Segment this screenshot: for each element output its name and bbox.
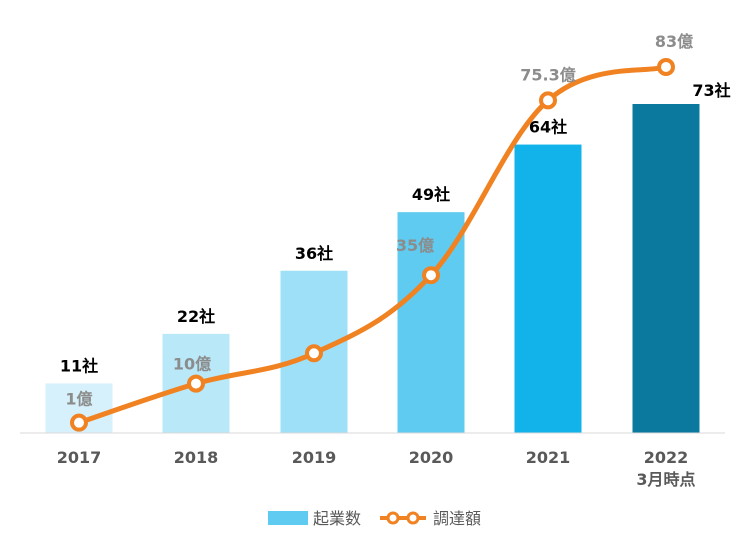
legend-line-marker (406, 511, 420, 525)
category-label-2017: 2017 (57, 448, 102, 467)
funding-line (76, 64, 669, 426)
funding-value-label: 10億 (173, 355, 211, 374)
funding-labels-group: 1億 10億 35億 75.3億 83億 (65, 32, 693, 409)
legend: 起業数 調達額 (268, 509, 481, 528)
legend-bar-swatch (268, 511, 308, 525)
funding-marker-2020 (422, 266, 440, 285)
bar-value-label: 22社 (177, 307, 215, 326)
bar-value-label: 49社 (412, 185, 450, 204)
category-label-2020: 2020 (409, 448, 454, 467)
funding-marker-2017 (70, 413, 88, 432)
bar-2022 (632, 104, 700, 433)
category-label-2018: 2018 (174, 448, 219, 467)
bar-value-label: 36社 (295, 244, 333, 263)
funding-marker-2019 (305, 344, 323, 363)
bar-value-label: 73社 (692, 81, 730, 100)
category-label-2022: 2022 (644, 448, 689, 467)
funding-markers-group (70, 58, 675, 432)
funding-value-label: 75.3億 (520, 65, 575, 84)
funding-marker-2018 (187, 374, 205, 393)
funding-value-label: 35億 (396, 236, 434, 255)
bar-value-label: 64社 (529, 118, 567, 137)
category-sublabel: 3月時点 (636, 470, 695, 489)
funding-value-label: 83億 (655, 32, 693, 51)
legend-label-funding: 調達額 (433, 509, 481, 528)
category-label-2019: 2019 (292, 448, 337, 467)
legend-label-startups: 起業数 (313, 509, 361, 528)
category-label-2021: 2021 (526, 448, 571, 467)
bars-group (45, 104, 700, 433)
bar-value-label: 11社 (60, 356, 98, 375)
category-labels-group: 2017 2018 2019 2020 2021 2022 3月時点 (57, 448, 696, 489)
funding-marker-2022 (657, 58, 675, 76)
bar-labels-group: 11社 22社 36社 49社 64社 73社 (60, 81, 731, 375)
funding-marker-2021 (539, 91, 557, 110)
legend-line-marker (386, 511, 400, 525)
bar-2021 (514, 144, 582, 433)
funding-value-label: 1億 (65, 390, 92, 409)
